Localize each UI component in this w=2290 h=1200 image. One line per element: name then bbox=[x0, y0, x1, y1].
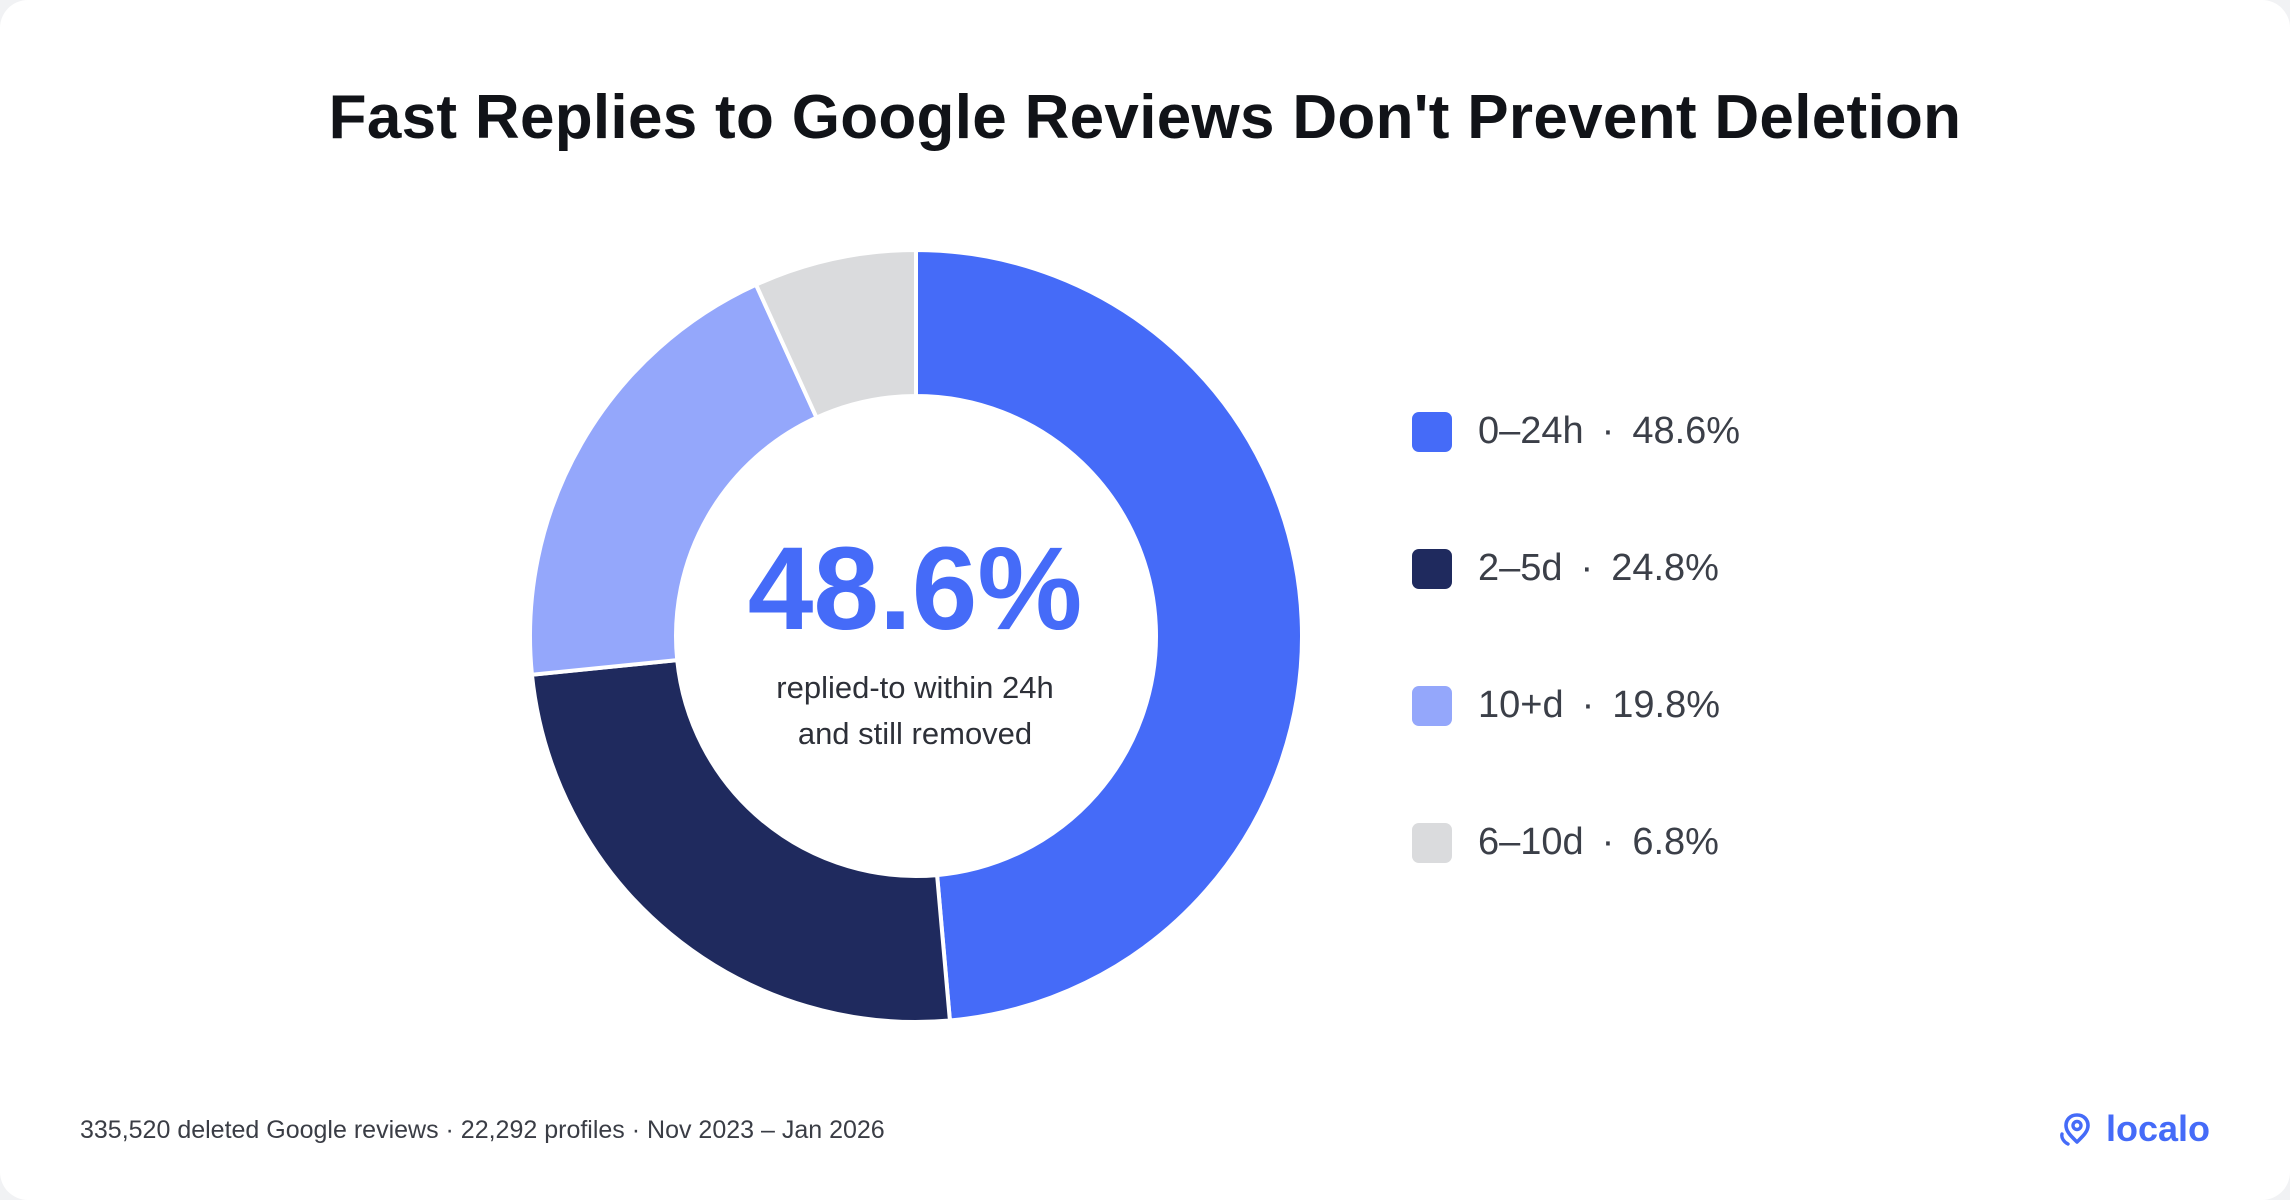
center-caption: replied-to within 24h and still removed bbox=[615, 665, 1215, 757]
legend-item-0-24h: 0–24h · 48.6% bbox=[1412, 402, 1740, 539]
donut-slice-0-24h bbox=[914, 247, 1305, 1023]
brand-name: localo bbox=[2106, 1108, 2211, 1149]
chart-title: Fast Replies to Google Reviews Don't Pre… bbox=[328, 83, 1962, 152]
legend-separator: · bbox=[1601, 410, 1615, 452]
legend-swatch bbox=[1412, 686, 1452, 726]
legend-item-6-10d: 6–10d · 6.8% bbox=[1412, 813, 1740, 950]
legend-label: 6–10d bbox=[1478, 821, 1584, 863]
legend-value: 48.6% bbox=[1632, 410, 1741, 452]
legend-item-10-plus-d: 10+d · 19.8% bbox=[1412, 676, 1740, 813]
center-value: 48.6% bbox=[747, 523, 1083, 655]
donut-slice-2-5d bbox=[529, 657, 953, 1024]
source-footnote: 335,520 deleted Google reviews · 22,292 … bbox=[80, 1116, 885, 1144]
brand-logo: localo bbox=[2058, 1108, 2210, 1150]
legend-swatch bbox=[1412, 549, 1452, 589]
legend-item-2-5d: 2–5d · 24.8% bbox=[1412, 539, 1740, 676]
legend-separator: · bbox=[1580, 547, 1594, 589]
center-caption-line-1: replied-to within 24h bbox=[776, 670, 1054, 705]
donut-slice-6-10d bbox=[753, 247, 918, 421]
legend: 0–24h · 48.6% 2–5d · 24.8% 10+d · 19.8% 6–10d ·… bbox=[1412, 402, 1740, 950]
legend-label: 0–24h bbox=[1478, 410, 1584, 452]
legend-label: 10+d bbox=[1478, 684, 1564, 726]
legend-value: 24.8% bbox=[1611, 547, 1719, 589]
legend-swatch bbox=[1412, 823, 1452, 863]
center-caption-line-2: and still removed bbox=[797, 716, 1033, 751]
legend-separator: · bbox=[1601, 821, 1615, 863]
legend-swatch bbox=[1412, 412, 1452, 452]
location-pin-icon bbox=[2060, 1113, 2090, 1146]
legend-separator: · bbox=[1581, 684, 1595, 726]
legend-value: 19.8% bbox=[1612, 684, 1720, 726]
donut-slice-10-d bbox=[528, 282, 820, 677]
legend-label: 2–5d bbox=[1478, 547, 1563, 589]
legend-value: 6.8% bbox=[1632, 821, 1719, 863]
